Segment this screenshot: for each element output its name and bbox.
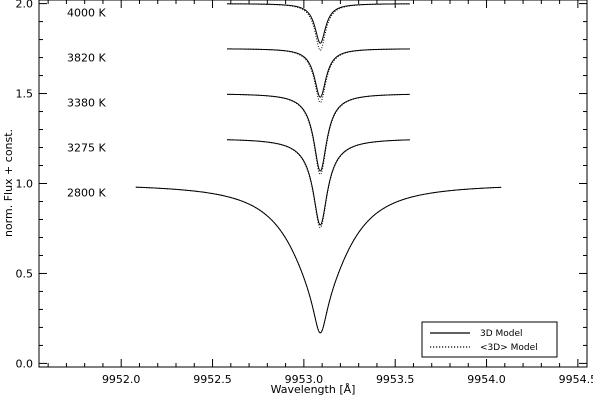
legend-label-avg3d: <3D> Model xyxy=(480,343,538,353)
plot-frame xyxy=(38,0,588,368)
x-tick-label: 9952.5 xyxy=(193,373,232,386)
temperature-label: 3380 K xyxy=(67,97,106,110)
axis-ticks xyxy=(39,0,587,367)
y-tick-label: 1.5 xyxy=(16,88,34,101)
spectrum-avg3d-2800k xyxy=(135,186,502,334)
spectrum-avg3d-4000k xyxy=(227,3,410,51)
x-tick-label: 9952.0 xyxy=(102,373,141,386)
spectrum-3d-4000k xyxy=(227,3,410,44)
legend-label-3d: 3D Model xyxy=(480,329,523,339)
x-tick-label: 9953.0 xyxy=(285,373,324,386)
y-tick-label: 1.0 xyxy=(16,178,34,191)
spectrum-3d-2800k xyxy=(135,186,502,334)
spectrum-3d-3275k xyxy=(227,139,410,226)
y-tick-label: 2.0 xyxy=(16,0,34,11)
temperature-label: 3275 K xyxy=(67,142,106,155)
x-axis-title: Wavelength [Å] xyxy=(271,383,356,396)
temperature-label: 3820 K xyxy=(67,52,106,65)
y-tick-label: 0.0 xyxy=(16,357,34,370)
y-tick-label: 0.5 xyxy=(16,267,34,280)
x-tick-label: 9954.0 xyxy=(467,373,506,386)
axis-tick-labels: 9952.0 9952.5 9953.0 9953.5 9954.0 9954.5 0.0 0… xyxy=(16,0,593,386)
spectrum-avg3d-3275k xyxy=(227,139,410,229)
spectra-curves xyxy=(135,3,502,334)
legend-box xyxy=(421,321,558,358)
legend: 3D Model <3D> Model xyxy=(421,321,558,358)
temperature-label: 4000 K xyxy=(67,7,106,20)
spectrum-3d-3380k xyxy=(227,93,410,172)
x-tick-label: 9954.5 xyxy=(559,373,593,386)
spectrum-avg3d-3380k xyxy=(227,93,410,175)
spectrum-3d-3820k xyxy=(227,48,410,98)
y-axis-title: norm. Flux + const. xyxy=(2,129,15,237)
temperature-labels: 2800 K 3275 K 3380 K 3820 K 4000 K xyxy=(67,7,106,200)
temperature-label: 2800 K xyxy=(67,187,106,200)
x-tick-label: 9953.5 xyxy=(376,373,415,386)
